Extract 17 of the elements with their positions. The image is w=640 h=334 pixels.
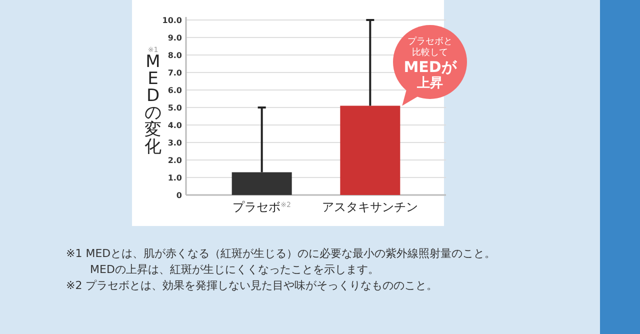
- y-tick-label: 5.0: [168, 104, 182, 112]
- y-tick-label: 0: [176, 191, 182, 200]
- x-tick-label: アスタキサンチン: [322, 200, 418, 214]
- x-tick-label: プラセボ$^{※2}$: [232, 200, 291, 214]
- y-tick-label: 3.0: [168, 138, 182, 148]
- callout: プラセボと比較してMEDが上昇: [393, 25, 467, 106]
- y-tick-label: 1.0: [168, 174, 182, 182]
- text: ※1 MEDとは、肌が赤くなる（紅斑が生じる）のに必要な最小の紫外線照射量のこと。 MEDの上昇は、紅斑が生じにくくなったことを示します。: [66, 246, 496, 278]
- annotation: プラセボと比較してMEDが上昇: [404, 36, 458, 91]
- y-tick-label: 7.0: [168, 68, 182, 78]
- y-tick-label: 4.0: [168, 121, 182, 130]
- y-tick-label: 9.0: [168, 34, 182, 42]
- y-tick-label: 8.0: [168, 51, 182, 60]
- y-tick-label: 6.0: [168, 86, 182, 95]
- y-tick-label: 10.0: [162, 16, 182, 25]
- text: ※2 プラセボとは、効果を発揮しない見た目や味がそっくりなもののこと。: [66, 278, 438, 294]
- y-tick-label: 2.0: [168, 156, 182, 165]
